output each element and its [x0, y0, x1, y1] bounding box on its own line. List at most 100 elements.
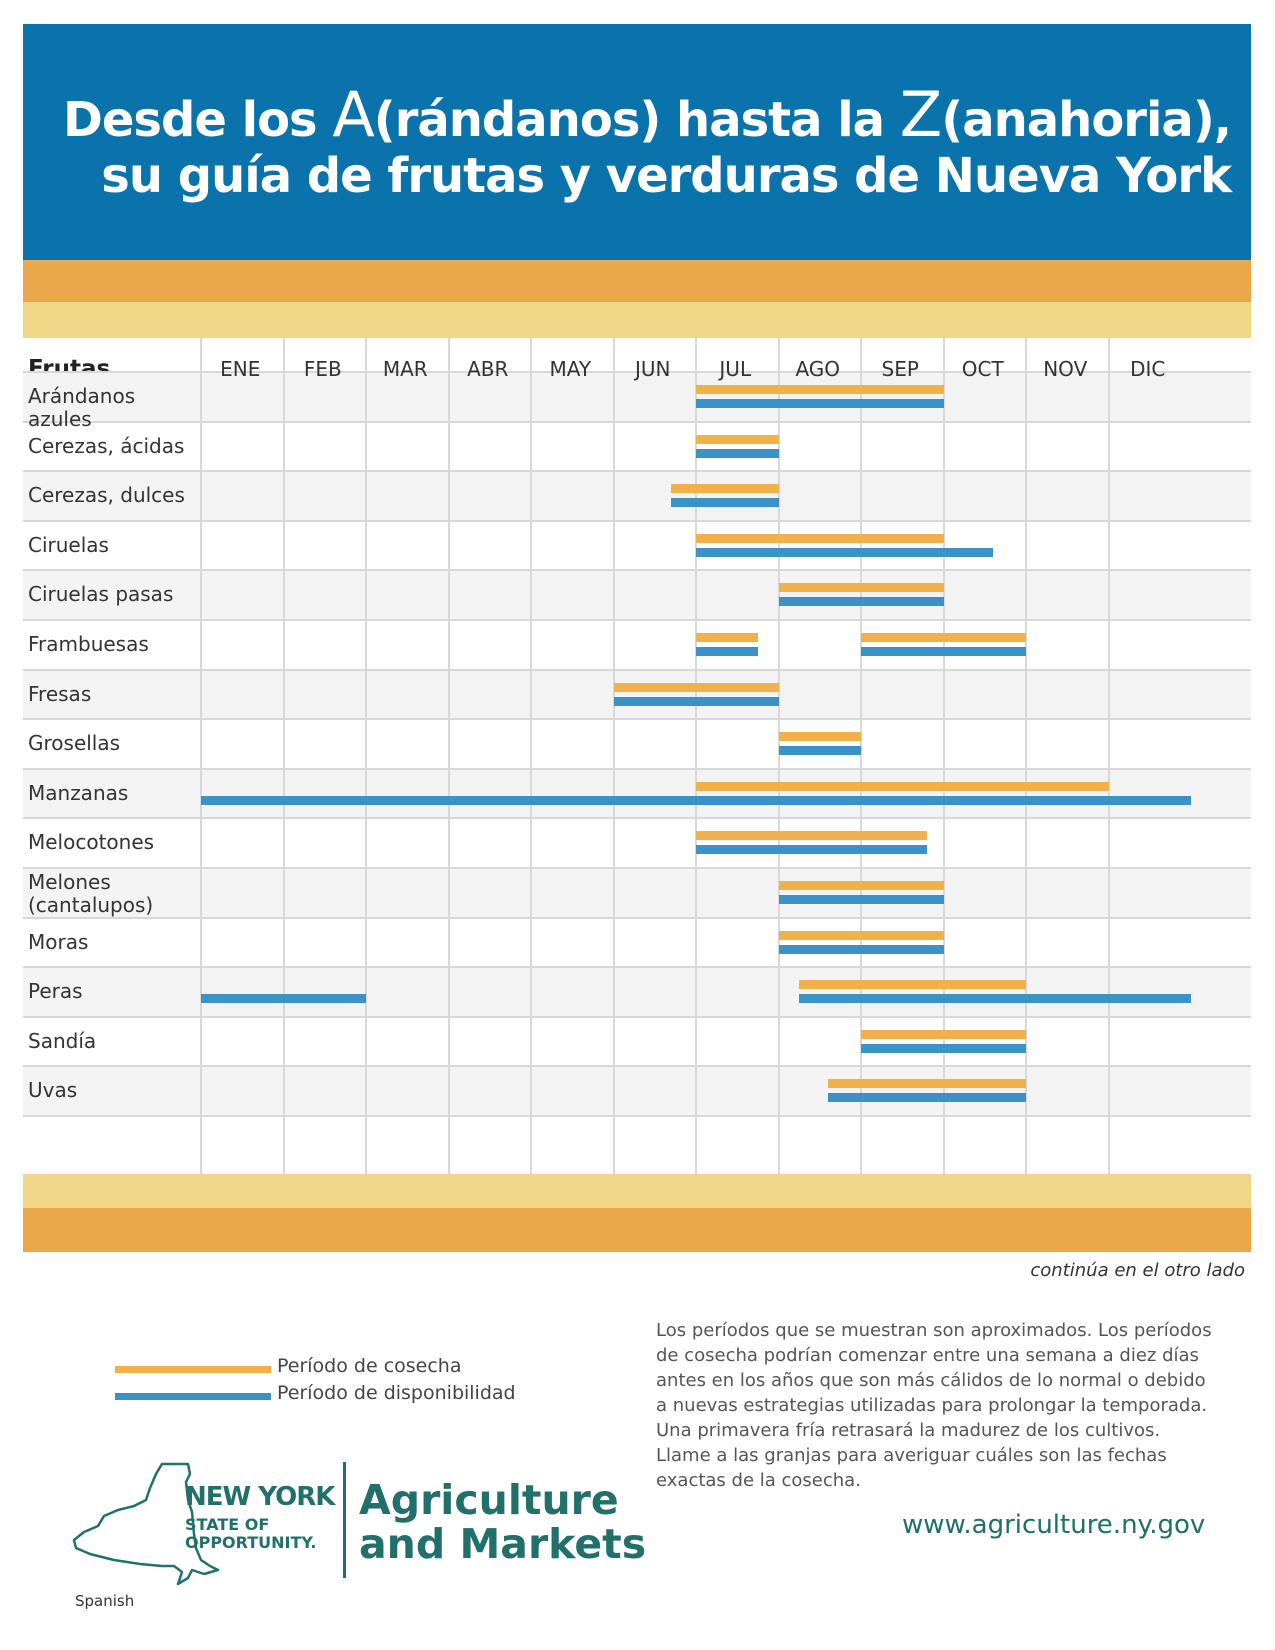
- grid-column-line: [1107, 338, 1110, 1174]
- table-row: [23, 620, 1251, 670]
- availability-bar: [799, 994, 1191, 1004]
- fruit-label: Cerezas, ácidas: [28, 433, 185, 458]
- fruit-label: Peras: [28, 979, 83, 1004]
- grid-column-line: [200, 338, 202, 1174]
- availability-bar: [696, 845, 927, 855]
- fruit-label: Frambuesas: [28, 632, 149, 656]
- fruit-label: Moras: [28, 929, 89, 954]
- grid-column-line: [1025, 338, 1027, 1174]
- legend-availability-label: Período de disponibilidad: [277, 1382, 516, 1404]
- page-title-line-1: Desde los A(rándanos) hasta la Z(anahori…: [63, 78, 1232, 151]
- availability-bar: [696, 399, 944, 408]
- harvest-bar: [861, 633, 1026, 642]
- bottom-band-orange: [23, 1208, 1251, 1252]
- title-text-segment: (rándanos) hasta la: [373, 92, 900, 148]
- fruit-label: Melocotones: [28, 830, 155, 855]
- grid-column-line: [447, 338, 450, 1174]
- grid-row-line: [23, 916, 1251, 919]
- availability-bar: [861, 1043, 1026, 1053]
- grid-row-line: [23, 718, 1251, 721]
- grid-column-line: [530, 338, 532, 1174]
- harvest-bar: [799, 980, 1026, 990]
- harvest-bar: [696, 633, 758, 642]
- availability-bar: [778, 895, 944, 904]
- grid-row-line: [23, 867, 1251, 869]
- grid-column-line: [612, 338, 615, 1174]
- table-row: [23, 521, 1251, 571]
- fruit-label: Ciruelas pasas: [28, 582, 174, 607]
- availability-bar: [696, 547, 993, 557]
- harvest-bar: [778, 583, 944, 593]
- grid-column-line: [282, 338, 285, 1174]
- harvest-bar: [861, 1029, 1026, 1039]
- title-text-segment: (anahoria),: [941, 92, 1232, 148]
- availability-bar: [778, 597, 944, 607]
- grid-column-line: [860, 338, 862, 1174]
- month-header: AGO: [795, 357, 841, 381]
- harvest-bar: [696, 385, 944, 394]
- month-header: SEP: [881, 357, 919, 381]
- harvest-bar: [696, 533, 944, 543]
- ny-logo-line-2: STATE OF: [185, 1515, 270, 1534]
- ny-logo-line-3: OPPORTUNITY.: [185, 1533, 317, 1552]
- table-row: [23, 1017, 1251, 1067]
- ny-logo-line-1: NEW YORK: [185, 1482, 335, 1512]
- agency-name-line-2: and Markets: [359, 1520, 647, 1568]
- grid-row-line: [23, 420, 1251, 423]
- table-row: [23, 719, 1251, 769]
- fruit-label: Grosellas: [28, 731, 121, 756]
- top-band-orange: [23, 260, 1251, 302]
- table-row: [23, 918, 1251, 968]
- availability-bar: [828, 1093, 1026, 1103]
- fruit-label: Cerezas, dulces: [28, 483, 185, 508]
- title-big-letter: Z: [899, 78, 942, 151]
- page-title-line-2: su guía de frutas y verduras de Nueva Yo…: [101, 148, 1232, 204]
- availability-bar: [671, 498, 779, 508]
- grid-row-line: [23, 1015, 1251, 1018]
- fruit-label: Arándanos azules: [28, 384, 136, 431]
- harvest-bar: [696, 434, 779, 444]
- website-link[interactable]: www.agriculture.ny.gov: [902, 1510, 1206, 1540]
- month-header: FEB: [303, 357, 342, 381]
- grid-row-line: [23, 470, 1251, 473]
- availability-bar: [861, 647, 1026, 656]
- table-row: [23, 868, 1251, 918]
- header-banner: Desde los A(rándanos) hasta la Z(anahori…: [23, 24, 1251, 260]
- availability-bar: [696, 448, 779, 458]
- grid-row-line: [23, 668, 1251, 671]
- table-row: [23, 1066, 1251, 1116]
- availability-bar: [613, 696, 779, 706]
- legend-harvest-label: Período de cosecha: [277, 1355, 462, 1377]
- harvest-bar: [778, 881, 944, 890]
- grid-row-line: [23, 519, 1251, 522]
- fruit-label: Fresas: [28, 681, 92, 706]
- new-york-state-map-icon: [72, 1462, 220, 1586]
- availability-bar: [201, 994, 366, 1004]
- month-header: ABR: [467, 357, 509, 381]
- grid-row-line: [23, 817, 1251, 820]
- harvest-bar: [613, 682, 779, 692]
- legend-harvest-swatch: [115, 1366, 271, 1373]
- fruit-label: Ciruelas: [28, 532, 109, 557]
- table-row: [23, 471, 1251, 521]
- grid-row-line: [23, 619, 1251, 621]
- availability-bar: [778, 944, 944, 954]
- agency-name-line-1: Agriculture: [359, 1476, 619, 1524]
- grid-column-line: [695, 338, 697, 1174]
- table-row: [23, 372, 1251, 422]
- table-row: [23, 669, 1251, 720]
- table-row: [23, 818, 1251, 868]
- month-header: NOV: [1043, 357, 1088, 381]
- month-header: ENE: [220, 357, 261, 381]
- grid-row-line: [23, 1115, 1251, 1117]
- legend-availability-swatch: [115, 1393, 271, 1400]
- month-header: JUL: [719, 357, 752, 381]
- logo-divider: [343, 1462, 346, 1578]
- table-row: [23, 967, 1251, 1017]
- table-row: [23, 422, 1251, 472]
- harvest-bar: [778, 930, 944, 940]
- grid-column-line: [777, 338, 780, 1174]
- grid-row-line: [23, 767, 1251, 770]
- language-label: Spanish: [75, 1592, 135, 1610]
- month-header: OCT: [961, 357, 1004, 381]
